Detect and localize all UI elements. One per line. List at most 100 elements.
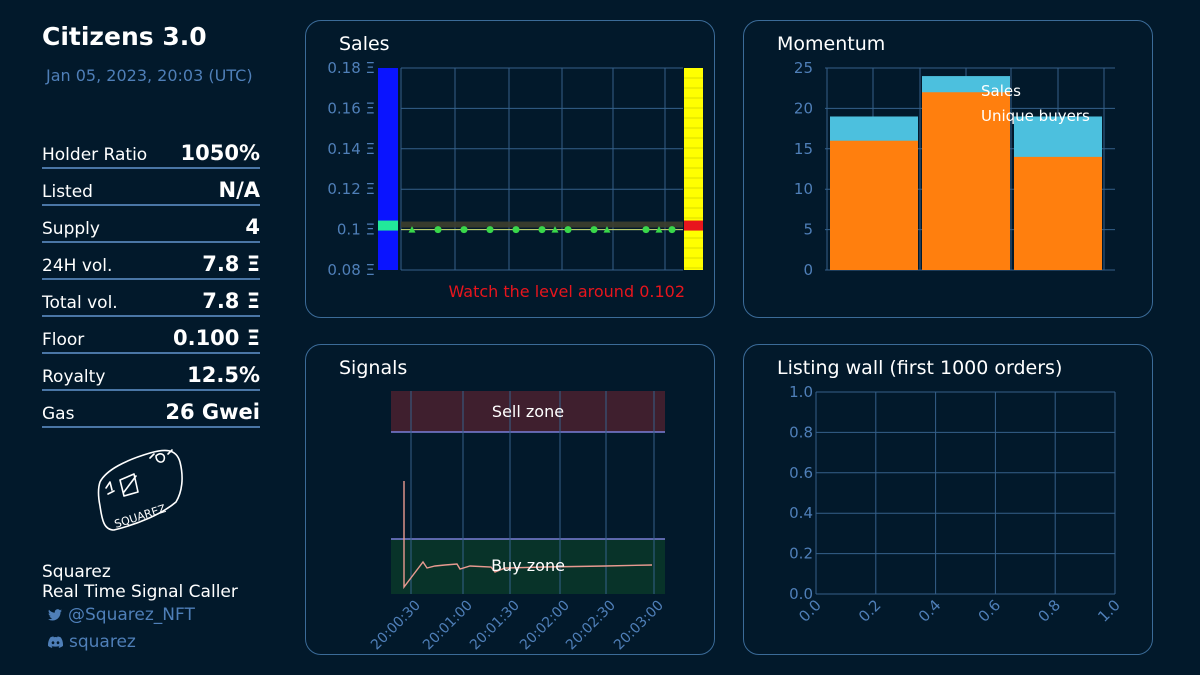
x-tick-label: 1.0 — [1094, 596, 1124, 626]
sale-point — [564, 226, 572, 234]
listing-wall-chart: 1.00.80.60.40.20.00.0 0.2 0.4 0.6 0.8 1.0 — [789, 383, 1124, 626]
panel-title: Listing wall (first 1000 orders) — [777, 357, 1063, 379]
discord-link[interactable]: squarez — [48, 632, 136, 652]
stat-value: 7.8 Ξ — [202, 252, 260, 276]
y-tick-label: 10 — [794, 180, 813, 198]
stat-value: 0.100 Ξ — [172, 326, 260, 350]
stat-total-volume: Total vol. 7.8 Ξ — [42, 280, 260, 317]
twitter-icon — [48, 609, 62, 621]
stat-value: 12.5% — [187, 363, 260, 387]
right-level-marker — [684, 220, 703, 231]
timestamp: Jan 05, 2023, 20:03 (UTC) — [46, 66, 253, 85]
sales-chart: 0.18 Ξ 0.16 Ξ 0.14 Ξ 0.12 Ξ 0.1 Ξ 0.08 Ξ Watc… — [327, 59, 703, 301]
discord-handle[interactable]: squarez — [69, 632, 136, 652]
y-tick-label: 0 — [803, 261, 813, 279]
stat-floor: Floor 0.100 Ξ — [42, 317, 260, 354]
stat-label: Listed — [42, 182, 93, 202]
sales-annotation: Watch the level around 0.102 — [448, 282, 685, 301]
stat-label: Supply — [42, 219, 100, 239]
legend-unique-buyers: Unique buyers — [981, 107, 1090, 125]
y-tick-label: 0.12 Ξ — [327, 180, 375, 198]
stat-label: Floor — [42, 330, 85, 350]
sale-point — [668, 226, 676, 234]
stat-value: 4 — [245, 215, 260, 239]
signals-panel: Signals — [305, 344, 715, 655]
level-band — [401, 221, 683, 228]
unique-buyers-bar — [1014, 156, 1102, 270]
stat-24h-volume: 24H vol. 7.8 Ξ — [42, 243, 260, 280]
panel-title: Signals — [339, 357, 408, 379]
x-tick-label: 20:01:30 — [467, 598, 523, 654]
price-line — [403, 481, 653, 590]
y-tick-label: 0.16 Ξ — [327, 99, 375, 117]
stat-label: Total vol. — [42, 293, 118, 313]
y-tick-label: 0.8 — [789, 423, 813, 441]
left-level-bar — [378, 68, 398, 270]
buy-zone-label: Buy zone — [491, 556, 565, 575]
sale-point — [512, 226, 520, 234]
stat-royalty: Royalty 12.5% — [42, 354, 260, 391]
stat-value: N/A — [218, 178, 261, 202]
stat-holder-ratio: Holder Ratio 1050% — [42, 132, 260, 169]
momentum-panel: Momentum — [743, 20, 1153, 318]
sale-point — [460, 226, 468, 234]
x-tick-label: 0.2 — [855, 596, 885, 626]
sales-panel: Sales — [305, 20, 715, 318]
x-tick-label: 0.6 — [975, 596, 1005, 626]
stat-supply: Supply 4 — [42, 206, 260, 243]
y-tick-label: 25 — [794, 59, 813, 77]
y-tick-label: 0.1 Ξ — [337, 221, 375, 239]
logo-text: SQUAREZ — [113, 502, 168, 531]
brand-tagline: Real Time Signal Caller — [42, 582, 238, 602]
x-tick-label: 0.4 — [915, 596, 945, 626]
y-tick-label: 0.6 — [789, 464, 813, 482]
y-tick-label: 1.0 — [789, 383, 813, 401]
x-tick-label: 20:03:00 — [611, 598, 667, 654]
panel-title: Sales — [339, 33, 390, 55]
sale-point — [538, 226, 546, 234]
right-level-bar — [684, 68, 703, 270]
stat-value: 7.8 Ξ — [202, 289, 260, 313]
sell-zone-label: Sell zone — [492, 402, 564, 421]
x-tick-label: 20:02:00 — [517, 598, 573, 654]
sale-point — [434, 226, 442, 234]
sale-triangle — [551, 226, 559, 233]
legend-sales: Sales — [981, 82, 1021, 100]
x-tick-label: 20:02:30 — [563, 598, 619, 654]
y-tick-label: 15 — [794, 140, 813, 158]
panel-title: Momentum — [777, 33, 886, 55]
sidebar: Citizens 3.0 Jan 05, 2023, 20:03 (UTC) H… — [0, 0, 290, 675]
collection-title: Citizens 3.0 — [42, 22, 207, 51]
listing-wall-panel: Listing wall (first 1000 orders) — [743, 344, 1153, 655]
stat-value: 1050% — [180, 141, 261, 165]
brand-name: Squarez — [42, 562, 111, 582]
x-tick-label: 0.8 — [1034, 596, 1064, 626]
stat-label: Holder Ratio — [42, 145, 148, 165]
twitter-link[interactable]: @Squarez_NFT — [48, 605, 195, 625]
stat-value: 26 Gwei — [165, 400, 260, 424]
y-tick-label: 0.18 Ξ — [327, 59, 375, 77]
left-level-marker — [378, 220, 398, 231]
stat-listed: Listed N/A — [42, 169, 260, 206]
x-tick-label: 20:01:00 — [420, 598, 476, 654]
twitter-handle[interactable]: @Squarez_NFT — [68, 605, 195, 625]
y-tick-label: 0.2 — [789, 545, 813, 563]
y-tick-label: 0.14 Ξ — [327, 140, 375, 158]
y-tick-label: 5 — [803, 221, 813, 239]
sale-point — [642, 226, 650, 234]
stat-gas: Gas 26 Gwei — [42, 391, 260, 428]
sell-zone — [391, 391, 665, 432]
x-tick-label: 20:00:30 — [368, 598, 424, 654]
stat-label: Royalty — [42, 367, 106, 387]
sale-triangle — [603, 226, 611, 233]
stat-label: 24H vol. — [42, 256, 113, 276]
signals-chart: 20:00:3020:01:0020:01:3020:02:0020:02:30… — [368, 391, 667, 654]
y-tick-label: 0.4 — [789, 504, 813, 522]
y-tick-label: 0.0 — [789, 585, 813, 603]
squarez-logo: SQUAREZ — [97, 449, 183, 531]
stats-list: Holder Ratio 1050% Listed N/A Supply 4 2… — [42, 132, 260, 428]
momentum-chart: 25 20 15 10 5 0 Sales Unique buyers — [794, 59, 1115, 279]
y-tick-label: 0.08 Ξ — [327, 261, 375, 279]
sale-triangle — [655, 226, 663, 233]
unique-buyers-bar — [922, 92, 1010, 271]
